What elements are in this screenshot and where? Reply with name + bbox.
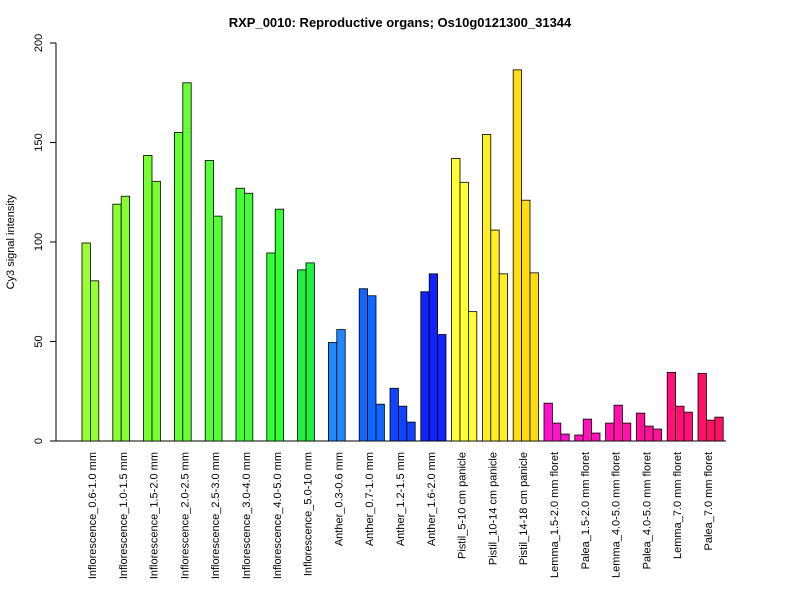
bar xyxy=(560,433,570,442)
x-tick-label: Anther_1.6-2.0 mm xyxy=(426,452,438,546)
y-tick-label: 100 xyxy=(33,233,45,251)
bar xyxy=(591,432,601,442)
bar xyxy=(490,229,500,442)
bar xyxy=(481,134,492,442)
bar xyxy=(305,262,315,442)
y-axis-ticks: 0 50 100 150 200 xyxy=(33,34,56,444)
bar xyxy=(582,418,593,442)
bar xyxy=(274,208,285,442)
bar xyxy=(336,329,346,442)
x-tick-label: Palea_4.0-5.0 mm floret xyxy=(641,452,653,569)
x-tick-label: Palea_7.0 mm floret xyxy=(703,452,715,550)
x-axis-labels: Inflorescence_0.6-1.0 mm Inflorescence_1.… xyxy=(87,452,715,579)
bar xyxy=(451,158,461,442)
x-tick-label: Inflorescence_0.6-1.0 mm xyxy=(87,452,99,579)
bar xyxy=(204,160,214,442)
bar xyxy=(552,422,562,442)
bar xyxy=(375,403,385,442)
bar xyxy=(714,416,724,442)
bar xyxy=(90,280,100,442)
y-tick-label: 0 xyxy=(33,438,45,444)
bar xyxy=(498,273,509,442)
x-tick-label: Lemma_1.5-2.0 mm floret xyxy=(549,452,561,578)
bar xyxy=(143,155,153,442)
bars xyxy=(81,69,724,442)
bar xyxy=(151,180,161,442)
x-tick-label: Pistil_14-18 cm panicle xyxy=(518,452,530,565)
bar xyxy=(652,428,663,442)
bar xyxy=(182,82,192,442)
bar xyxy=(213,215,223,442)
bar xyxy=(397,405,408,442)
y-tick-label: 150 xyxy=(33,133,45,151)
bar xyxy=(437,334,447,442)
bar xyxy=(613,404,623,442)
bar xyxy=(406,421,416,442)
bar xyxy=(420,291,430,442)
y-axis-label: Cy3 signal intensity xyxy=(5,194,17,289)
bar xyxy=(327,342,338,442)
x-tick-label: Lemma_4.0-5.0 mm floret xyxy=(611,452,623,578)
bar xyxy=(112,203,122,442)
bar xyxy=(297,269,307,442)
y-tick-label: 50 xyxy=(33,335,45,347)
bar xyxy=(636,412,646,442)
bar xyxy=(529,272,539,442)
bar xyxy=(235,187,245,442)
bar xyxy=(173,132,184,442)
bar xyxy=(622,422,632,442)
x-tick-label: Inflorescence_2.0-2.5 mm xyxy=(179,452,191,579)
bar xyxy=(120,195,130,442)
bar xyxy=(644,425,654,442)
bar xyxy=(521,199,531,442)
bar xyxy=(683,411,693,442)
bar xyxy=(428,273,439,442)
bar xyxy=(358,288,369,442)
bar xyxy=(543,402,553,442)
chart-title: RXP_0010: Reproductive organs; Os10g0121… xyxy=(229,15,572,30)
bar xyxy=(605,422,615,442)
x-tick-label: Anther_1.2-1.5 mm xyxy=(395,452,407,546)
x-tick-label: Inflorescence_2.5-3.0 mm xyxy=(210,452,222,579)
x-tick-label: Inflorescence_5.0-10 mm xyxy=(303,452,315,576)
bar xyxy=(697,372,707,442)
y-tick-label: 200 xyxy=(33,34,45,52)
bar xyxy=(666,371,677,442)
bar xyxy=(266,252,276,442)
x-tick-label: Anther_0.7-1.0 mm xyxy=(364,452,376,546)
bar xyxy=(367,295,377,442)
x-tick-label: Lemma_7.0 mm floret xyxy=(672,452,684,559)
x-tick-label: Inflorescence_3.0-4.0 mm xyxy=(241,452,253,579)
bar xyxy=(467,311,478,442)
bar xyxy=(389,387,399,442)
x-tick-label: Inflorescence_1.5-2.0 mm xyxy=(149,452,161,579)
x-tick-label: Palea_1.5-2.0 mm floret xyxy=(580,452,592,569)
bar xyxy=(675,405,685,442)
bar xyxy=(243,192,254,442)
x-tick-label: Anther_0.3-0.6 mm xyxy=(333,452,345,546)
bar xyxy=(512,69,523,442)
bar xyxy=(81,242,91,442)
bar xyxy=(574,434,584,442)
x-tick-label: Inflorescence_4.0-5.0 mm xyxy=(272,452,284,579)
bar xyxy=(459,181,469,442)
bar xyxy=(706,419,716,442)
x-tick-label: Pistil_10-14 cm panicle xyxy=(487,452,499,565)
x-tick-label: Inflorescence_1.0-1.5 mm xyxy=(118,452,130,579)
x-tick-label: Pistil_5-10 cm panicle xyxy=(457,452,469,559)
